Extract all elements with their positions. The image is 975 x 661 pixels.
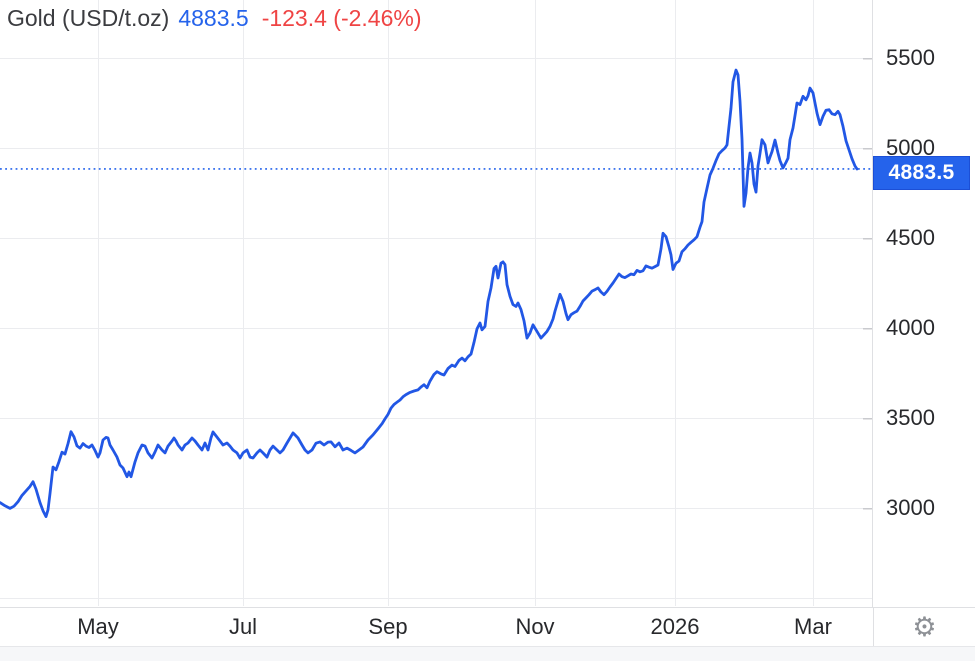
y-axis-tick-label: 5000 bbox=[886, 135, 935, 160]
last-price-value: 4883.5 bbox=[178, 5, 249, 31]
gear-icon: ⚙ bbox=[912, 612, 937, 643]
y-axis-tick-label: 5500 bbox=[886, 45, 935, 70]
price-line-chart[interactable] bbox=[0, 0, 872, 607]
price-change-value: -123.4 (-2.46%) bbox=[261, 5, 422, 31]
bottom-background-strip bbox=[0, 646, 975, 661]
y-axis-tick-label: 4500 bbox=[886, 225, 935, 250]
x-axis-tick-label: Nov bbox=[515, 614, 555, 639]
y-axis-tick-label: 4000 bbox=[886, 315, 935, 340]
chart-settings-cell: ⚙ bbox=[873, 608, 975, 647]
current-price-badge: 4883.5 bbox=[873, 156, 970, 190]
chart-settings-button[interactable]: ⚙ bbox=[912, 614, 936, 641]
x-axis-tick-label: 2026 bbox=[650, 614, 700, 639]
instrument-name: Gold (USD/t.oz) bbox=[7, 5, 170, 31]
price-line-series bbox=[0, 68, 859, 518]
x-axis-tick-label: Sep bbox=[368, 614, 408, 639]
y-axis[interactable]: 5500 5000 4500 4000 3500 3000 bbox=[872, 0, 975, 646]
y-axis-tick-label: 3000 bbox=[886, 495, 935, 520]
chart-plot-area[interactable] bbox=[0, 0, 872, 607]
x-axis[interactable]: May Jul Sep Nov 2026 Mar ⚙ bbox=[0, 607, 975, 647]
y-axis-tick-label: 3500 bbox=[886, 405, 935, 430]
x-axis-tick-label: Jul bbox=[228, 614, 258, 639]
chart-header: Gold (USD/t.oz) 4883.5 -123.4 (-2.46%) bbox=[7, 3, 422, 33]
x-axis-tick-label: Mar bbox=[794, 614, 832, 639]
x-axis-tick-label: May bbox=[77, 614, 119, 639]
